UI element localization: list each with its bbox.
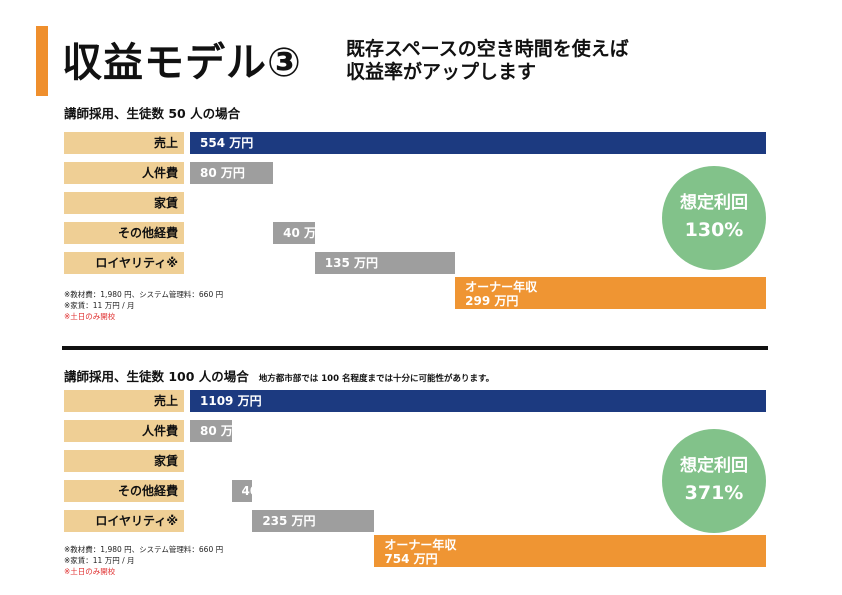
footnote-red: ※土日のみ開校 <box>64 312 116 321</box>
bar-cost: 135 万円 <box>314 252 456 274</box>
profit-rate-label: 想定利回 <box>680 456 748 476</box>
bar-sales: 1109 万円 <box>190 390 766 412</box>
bar-cost: 40 万円 <box>231 480 286 502</box>
owner-income-label: オーナー年収 <box>465 280 538 294</box>
bar-cost: 40 万円 <box>273 222 328 244</box>
row-label: 家賃 <box>64 192 184 214</box>
page-title: 収益モデル③ <box>62 40 302 86</box>
section-heading: 講師採用、生徒数 50 人の場合 <box>64 103 240 122</box>
profit-rate-value: 371% <box>684 482 744 504</box>
row-label: ロイヤリティ※ <box>64 252 184 274</box>
section-heading-note: 地方都市部では 100 名程度までは十分に可能性があります。 <box>258 374 495 384</box>
subtitle-line-2: 収益率がアップします <box>346 61 537 83</box>
section-divider <box>62 346 768 350</box>
profit-rate-label: 想定利回 <box>680 193 748 213</box>
row-label: その他経費 <box>64 480 184 502</box>
row-label: 人件費 <box>64 420 184 442</box>
row-label: 売上 <box>64 390 184 412</box>
footnote-red: ※土日のみ開校 <box>64 567 116 576</box>
section-heading-text: 講師採用、生徒数 50 人の場合 <box>64 106 241 121</box>
section-heading: 講師採用、生徒数 100 人の場合 地方都市部では 100 名程度までは十分に可能… <box>64 366 494 385</box>
profit-rate-value: 130% <box>684 219 744 241</box>
footnote: ※家賃：11 万円 / 月 <box>64 556 135 565</box>
bar-sales: 554 万円 <box>190 132 766 154</box>
owner-income-value: 754 万円 <box>384 552 438 566</box>
row-label: その他経費 <box>64 222 184 244</box>
section-heading-text: 講師採用、生徒数 100 人の場合 <box>64 369 249 384</box>
profit-rate-badge: 想定利回 130% <box>662 166 766 270</box>
footnotes: ※教材費：1,980 円、システム管理料：660 円 ※家賃：11 万円 / 月 ※… <box>64 544 223 577</box>
bar-owner-income: オーナー年収 299 万円 <box>455 277 766 309</box>
page-subtitle: 既存スペースの空き時間を使えば 収益率がアップします <box>346 38 629 84</box>
title-accent-bar <box>36 26 48 96</box>
bar-owner-income: オーナー年収 754 万円 <box>374 535 766 567</box>
bar-cost: 235 万円 <box>252 510 375 532</box>
footnotes: ※教材費：1,980 円、システム管理料：660 円 ※家賃：11 万円 / 月 ※… <box>64 289 223 322</box>
bar-cost: 80 万円 <box>190 162 274 184</box>
profit-rate-badge: 想定利回 371% <box>662 429 766 533</box>
row-label: 人件費 <box>64 162 184 184</box>
footnote: ※家賃：11 万円 / 月 <box>64 301 135 310</box>
footnote: ※教材費：1,980 円、システム管理料：660 円 <box>64 290 224 299</box>
footnote: ※教材費：1,980 円、システム管理料：660 円 <box>64 545 224 554</box>
bar-cost: 80 万円 <box>190 420 245 442</box>
owner-income-label: オーナー年収 <box>384 538 457 552</box>
subtitle-line-1: 既存スペースの空き時間を使えば <box>346 38 629 60</box>
row-label: 家賃 <box>64 450 184 472</box>
owner-income-value: 299 万円 <box>465 294 519 308</box>
row-label: ロイヤリティ※ <box>64 510 184 532</box>
row-label: 売上 <box>64 132 184 154</box>
